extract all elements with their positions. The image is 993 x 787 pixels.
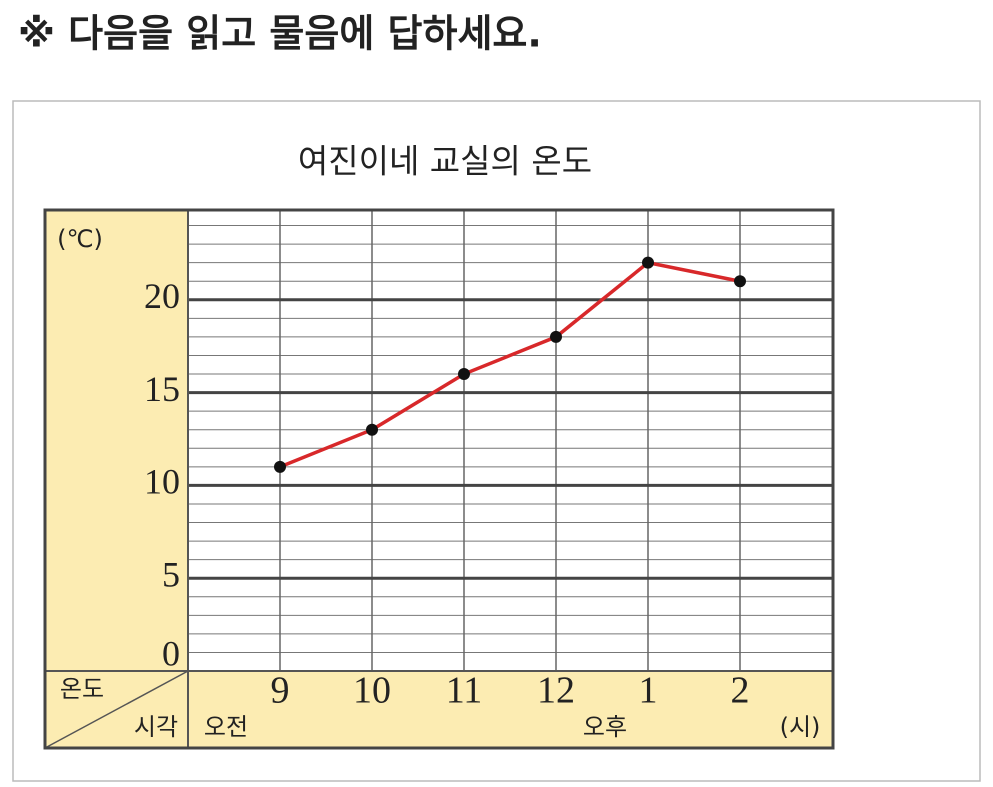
data-point: [642, 256, 654, 269]
y-axis-label: 온도: [60, 675, 104, 703]
data-point: [274, 460, 286, 473]
data-point: [366, 423, 378, 436]
pm-label: 오후: [583, 713, 627, 741]
corner-diagonal: [44, 670, 189, 749]
grid: [188, 210, 833, 671]
x-tick-label: 2: [731, 670, 750, 712]
y-label-column: [45, 210, 188, 748]
y-unit: (℃): [57, 225, 103, 253]
plot-area: [188, 210, 833, 671]
y-tick-label: 15: [144, 369, 180, 409]
data-point: [458, 368, 470, 381]
instruction: ※ 다음을 읽고 물음에 답하세요.: [18, 12, 542, 56]
data-point: [550, 330, 562, 343]
x-unit: (시): [780, 713, 821, 741]
y-tick-label: 20: [144, 276, 180, 316]
y-tick-label: 10: [144, 462, 180, 502]
figure-box: [12, 100, 981, 782]
y-tick-label: 0: [162, 633, 180, 673]
chart-title: 여진이네 교실의 온도: [298, 142, 592, 181]
data-line: [279, 260, 741, 469]
x-axis-label: 시각: [134, 713, 178, 741]
x-tick-label: 12: [537, 670, 575, 712]
x-tick-label: 11: [446, 670, 483, 712]
chart-frame: [43, 208, 835, 750]
y-tick-label: 5: [162, 554, 180, 594]
x-tick-label: 9: [271, 670, 290, 712]
x-tick-label: 1: [639, 670, 658, 712]
x-label-row: [45, 671, 833, 748]
x-tick-label: 10: [353, 670, 391, 712]
am-label: 오전: [204, 713, 248, 741]
data-point: [734, 275, 746, 288]
